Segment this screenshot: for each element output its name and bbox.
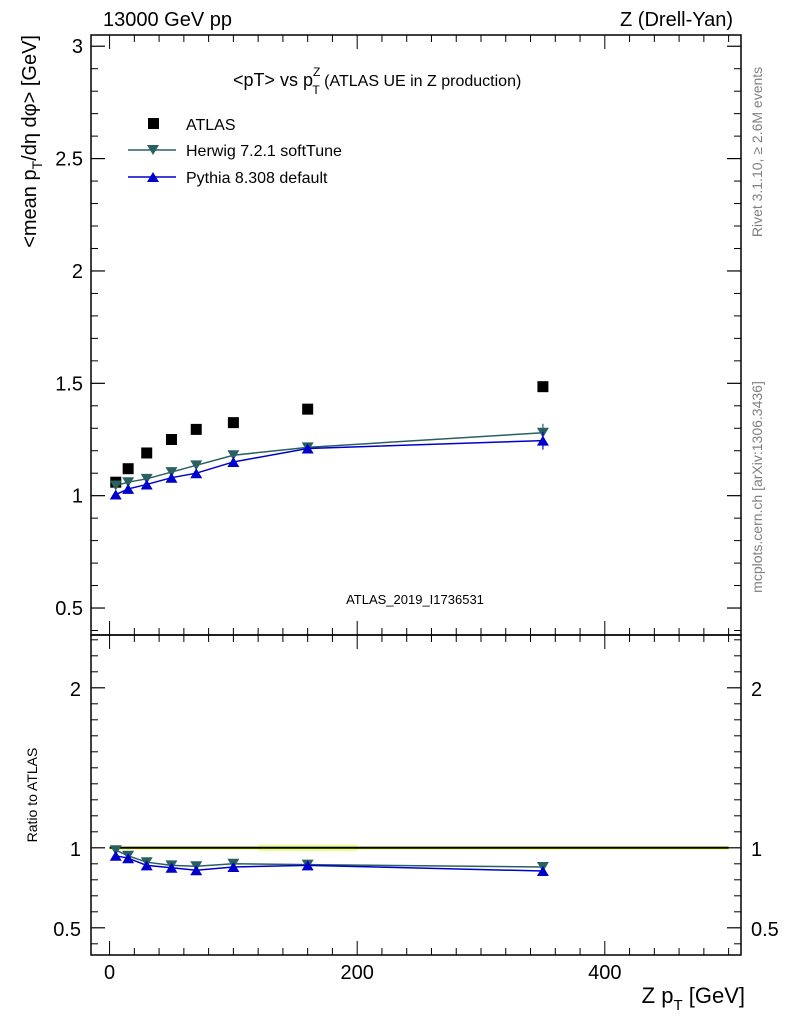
data-point-pythia <box>227 456 240 467</box>
data-point-herwig <box>140 473 153 484</box>
title-sup: Z <box>313 65 320 79</box>
ratio-point-pythia <box>536 866 549 876</box>
main-ylabel: <mean pT/dη dφ> [GeV] <box>19 35 45 248</box>
xtick-label: 0 <box>104 962 115 984</box>
data-point-herwig <box>227 450 240 461</box>
ratio-point-pythia <box>190 865 203 876</box>
ratio-point-pythia <box>301 860 314 871</box>
ylabel-post: /dη dφ> [GeV] <box>19 35 41 161</box>
data-point-herwig <box>122 477 135 488</box>
data-point-pythia <box>140 479 153 490</box>
xlabel-sub: T <box>673 997 682 1014</box>
ratio-plot-marks <box>109 845 549 876</box>
xlabel-post: [GeV] <box>683 983 745 1008</box>
ratio-point-pythia <box>109 850 122 861</box>
ylabel-pre: <mean p <box>19 169 41 247</box>
data-point-pythia <box>165 472 178 483</box>
legend-item-atlas: ATLAS <box>148 117 236 134</box>
main-plot-marks <box>109 381 549 500</box>
data-point-atlas <box>537 381 549 393</box>
legend-item-pythia: Pythia 8.308 default <box>128 170 328 187</box>
legend-marker-herwig <box>147 145 159 155</box>
data-point-pythia <box>122 483 135 494</box>
legend-label-atlas: ATLAS <box>186 117 236 134</box>
main-ytick-label: 1 <box>72 486 83 508</box>
data-point-atlas <box>190 423 202 435</box>
data-point-atlas <box>302 403 314 415</box>
main-axes: 0.5 1 1.5 2 2.5 3 <box>55 35 741 635</box>
legend: ATLAS Herwig 7.2.1 softTune Pythia 8.308… <box>128 117 342 187</box>
data-point-atlas <box>141 447 153 459</box>
data-point-herwig <box>109 480 122 491</box>
header-left: 13000 GeV pp <box>103 9 232 31</box>
xtick-label: 400 <box>588 962 621 984</box>
data-point-pythia <box>301 443 314 454</box>
data-point-atlas <box>122 463 134 475</box>
xlabel: Z pT [GeV] <box>642 983 745 1014</box>
main-ytick-label: 3 <box>72 36 83 58</box>
data-point-pythia <box>109 489 122 500</box>
ratio-ytick-label: 1 <box>70 839 81 861</box>
legend-marker-atlas <box>148 118 159 129</box>
mcplots-label: mcplots.cern.ch [arXiv:1306.3436] <box>749 381 765 593</box>
ratio-point-pythia <box>122 853 135 864</box>
ratio-ytick-label-right: 1 <box>751 839 762 861</box>
legend-label-herwig: Herwig 7.2.1 softTune <box>186 143 342 160</box>
data-point-pythia <box>536 435 549 446</box>
legend-item-herwig: Herwig 7.2.1 softTune <box>128 143 342 160</box>
legend-marker-pythia <box>147 172 159 182</box>
main-ytick-label: 0.5 <box>55 598 83 620</box>
rivet-label: Rivet 3.1.10, ≥ 2.6M events <box>749 67 765 237</box>
ratio-ytick-label: 0.5 <box>53 919 81 941</box>
plot-title: <pT> vs pZ T (ATLAS UE in Z production) <box>233 65 521 97</box>
ratio-panel-frame <box>90 634 742 956</box>
ratio-point-pythia <box>227 862 240 872</box>
ratio-ylabel: Ratio to ATLAS <box>24 748 40 843</box>
ratio-ytick-label-right: 2 <box>751 679 762 701</box>
ratio-line-herwig <box>115 849 543 868</box>
ratio-point-herwig <box>109 845 122 856</box>
series-line-pythia <box>115 439 543 496</box>
main-ytick-label: 1.5 <box>55 373 83 395</box>
xtick-label: 200 <box>341 962 374 984</box>
data-point-herwig <box>190 460 203 471</box>
data-point-pythia <box>190 468 203 479</box>
legend-label-pythia: Pythia 8.308 default <box>186 170 328 187</box>
header-right: Z (Drell-Yan) <box>620 9 733 31</box>
main-ytick-label: 2.5 <box>55 149 83 171</box>
data-point-atlas <box>165 433 177 445</box>
ratio-point-pythia <box>165 862 178 873</box>
data-point-herwig <box>165 467 178 478</box>
ratio-ytick-label: 2 <box>70 679 81 701</box>
ratio-ytick-label-right: 0.5 <box>751 919 779 941</box>
analysis-watermark: ATLAS_2019_I1736531 <box>346 592 484 607</box>
xlabel-pre: Z p <box>642 983 674 1008</box>
ylabel-sub: T <box>29 160 45 169</box>
ratio-point-pythia <box>140 860 153 871</box>
ratio-line-pythia <box>115 855 543 872</box>
data-point-atlas <box>227 417 239 429</box>
main-ytick-label: 2 <box>72 261 83 283</box>
ratio-axes: 0.5 0.5 1 1 2 2 0 200 400 <box>53 635 779 984</box>
series-line-herwig <box>115 432 543 487</box>
title-rest: (ATLAS UE in Z production) <box>320 73 522 90</box>
title-sub: T <box>312 83 320 97</box>
title-main: <pT> vs p <box>233 70 313 90</box>
